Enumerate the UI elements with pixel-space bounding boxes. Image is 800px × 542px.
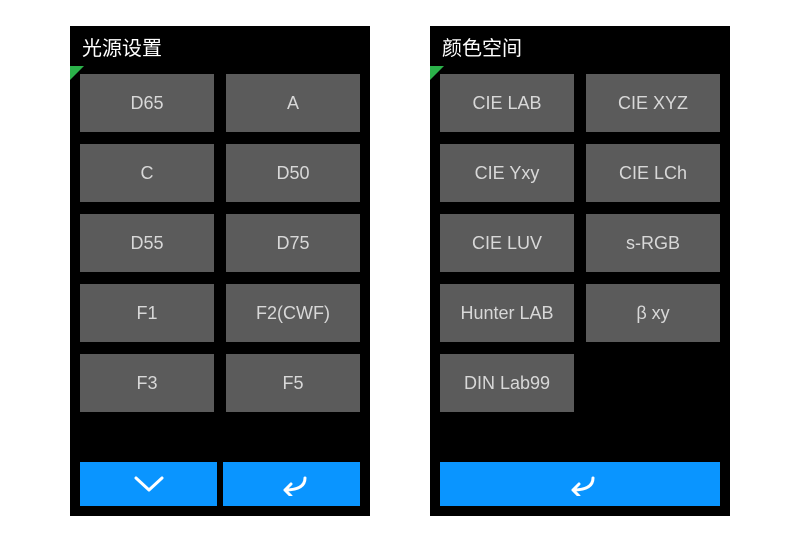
back-button[interactable]	[223, 462, 360, 506]
option-f3[interactable]: F3	[80, 354, 214, 412]
option-label: F1	[136, 303, 157, 324]
option-label: CIE LCh	[619, 163, 687, 184]
option-label: D75	[276, 233, 309, 254]
color-space-panel: 颜色空间 CIE LAB CIE XYZ CIE Yxy CIE LCh CIE…	[430, 26, 730, 516]
option-cie-xyz[interactable]: CIE XYZ	[586, 74, 720, 132]
option-label: F2(CWF)	[256, 303, 330, 324]
option-cie-lch[interactable]: CIE LCh	[586, 144, 720, 202]
back-arrow-icon	[275, 472, 309, 496]
back-arrow-icon	[563, 472, 597, 496]
option-s-rgb[interactable]: s-RGB	[586, 214, 720, 272]
active-indicator-triangle	[430, 66, 444, 80]
option-label: CIE LAB	[472, 93, 541, 114]
light-source-panel: 光源设置 D65 A C D50 D55 D75 F1 F2(CWF) F3 F…	[70, 26, 370, 516]
option-f1[interactable]: F1	[80, 284, 214, 342]
option-label: CIE LUV	[472, 233, 542, 254]
down-button[interactable]	[80, 462, 217, 506]
option-label: D65	[130, 93, 163, 114]
option-beta-xy[interactable]: β xy	[586, 284, 720, 342]
option-label: F3	[136, 373, 157, 394]
option-grid: D65 A C D50 D55 D75 F1 F2(CWF) F3 F5	[70, 66, 370, 462]
option-a[interactable]: A	[226, 74, 360, 132]
option-d50[interactable]: D50	[226, 144, 360, 202]
option-label: D50	[276, 163, 309, 184]
option-label: CIE Yxy	[475, 163, 540, 184]
option-cie-yxy[interactable]: CIE Yxy	[440, 144, 574, 202]
option-grid: CIE LAB CIE XYZ CIE Yxy CIE LCh CIE LUV …	[430, 66, 730, 462]
footer-bar	[430, 462, 730, 516]
panel-title-text: 光源设置	[82, 32, 162, 61]
panel-title: 光源设置	[70, 26, 370, 66]
option-label: Hunter LAB	[460, 303, 553, 324]
option-f2-cwf[interactable]: F2(CWF)	[226, 284, 360, 342]
active-indicator-triangle	[70, 66, 84, 80]
option-label: β xy	[636, 303, 669, 324]
option-d75[interactable]: D75	[226, 214, 360, 272]
option-label: C	[141, 163, 154, 184]
back-button[interactable]	[440, 462, 720, 506]
option-label: F5	[282, 373, 303, 394]
option-label: s-RGB	[626, 233, 680, 254]
footer-bar	[70, 462, 370, 516]
option-cie-luv[interactable]: CIE LUV	[440, 214, 574, 272]
option-label: A	[287, 93, 299, 114]
chevron-down-icon	[132, 474, 166, 494]
option-c[interactable]: C	[80, 144, 214, 202]
panel-title: 颜色空间	[430, 26, 730, 66]
option-label: D55	[130, 233, 163, 254]
option-cie-lab[interactable]: CIE LAB	[440, 74, 574, 132]
option-label: CIE XYZ	[618, 93, 688, 114]
panel-title-text: 颜色空间	[442, 32, 522, 61]
option-f5[interactable]: F5	[226, 354, 360, 412]
option-d65[interactable]: D65	[80, 74, 214, 132]
option-din-lab99[interactable]: DIN Lab99	[440, 354, 574, 412]
option-hunter-lab[interactable]: Hunter LAB	[440, 284, 574, 342]
option-label: DIN Lab99	[464, 373, 550, 394]
option-d55[interactable]: D55	[80, 214, 214, 272]
